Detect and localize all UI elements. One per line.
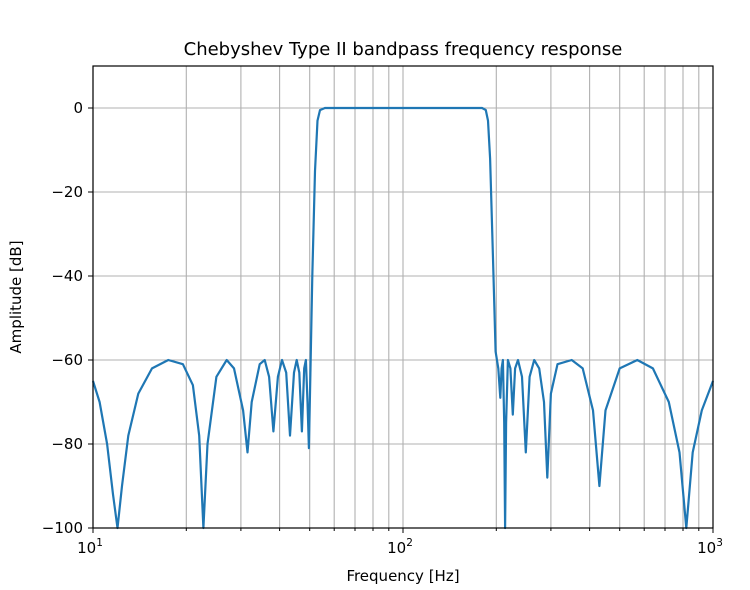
x-grid-lines (92, 66, 700, 528)
y-tick-label: −80 (51, 435, 83, 453)
y-axis-ticks: 0 −20 −40 −60 −80 −100 (42, 99, 93, 537)
y-tick-label: −20 (51, 183, 83, 201)
x-tick-label: 103 (697, 537, 723, 557)
y-axis-label: Amplitude [dB] (7, 240, 25, 353)
frequency-response-curve (91, 106, 715, 530)
y-tick-label: −40 (51, 267, 83, 285)
x-tick-label: 101 (77, 537, 103, 557)
y-tick-label: −60 (51, 351, 83, 369)
chart-title: Chebyshev Type II bandpass frequency res… (184, 39, 623, 60)
x-axis-label: Frequency [Hz] (346, 567, 459, 585)
x-tick-label: 102 (387, 537, 413, 557)
x-axis-ticks: 101 102 103 (77, 528, 723, 557)
y-tick-label: 0 (73, 99, 83, 117)
y-tick-label: −100 (42, 519, 83, 537)
